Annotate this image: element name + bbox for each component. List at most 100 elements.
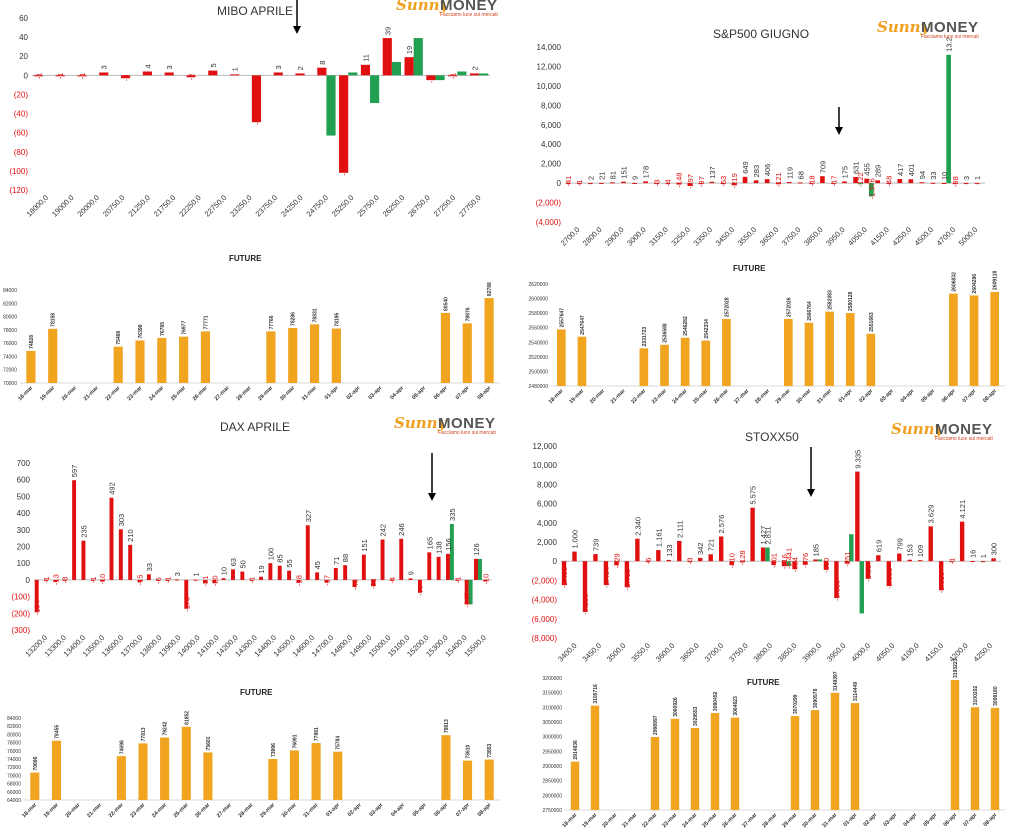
data-label: 21: [597, 172, 606, 180]
future-bar: [701, 340, 711, 386]
bar: [361, 554, 366, 580]
data-label: -128: [738, 550, 747, 565]
bar: [295, 73, 305, 76]
future-data-label: 2580128: [848, 291, 854, 311]
data-label: -3: [122, 75, 131, 82]
y-tick-label: 2,000: [541, 160, 562, 169]
data-label: -2.583: [885, 568, 894, 589]
y-tick-label: 80000: [7, 732, 21, 738]
data-label: -251: [843, 552, 852, 567]
bar: [208, 70, 218, 76]
logo-sunny-text: Sunny: [394, 414, 447, 432]
data-label: -3.838: [832, 580, 841, 601]
logo-money-text: MONEY: [438, 415, 496, 432]
data-label: -1: [42, 576, 51, 583]
data-label: 649: [741, 161, 750, 174]
date-tick-label: 30-mar: [801, 812, 819, 830]
date-tick-label: 24-mar: [672, 388, 690, 406]
data-label: -20: [210, 575, 219, 586]
x-tick-label: 3650,0: [678, 641, 701, 664]
future-bar: [160, 737, 170, 800]
future-bar: [660, 344, 669, 386]
date-tick-label: 26-mar: [721, 812, 739, 830]
data-label: 88: [341, 554, 350, 562]
bar: [193, 579, 198, 581]
date-tick-label: 23-mar: [651, 388, 669, 406]
future-data-label: 78455: [54, 725, 60, 739]
bar: [918, 560, 923, 562]
bar: [677, 540, 682, 562]
date-tick-label: 27-mar: [214, 385, 232, 403]
bar: [750, 507, 755, 562]
x-tick-label: 27750,0: [457, 193, 483, 219]
bar: [687, 561, 692, 563]
data-label: 619: [874, 540, 883, 553]
bar: [959, 521, 965, 562]
future-bar: [804, 322, 814, 386]
data-label: -6: [644, 558, 653, 565]
date-tick-label: 07-apr: [455, 385, 472, 402]
future-data-label: 78195: [334, 312, 340, 326]
date-tick-label: 04-apr: [902, 812, 919, 829]
future-data-label: 76785: [160, 322, 166, 336]
bar: [970, 561, 975, 563]
date-tick-label: 25-mar: [701, 812, 719, 830]
logo-sunny-text: Sunny: [877, 18, 930, 36]
y-tick-label: 70000: [7, 773, 21, 779]
y-tick-label: 2750000: [543, 808, 563, 814]
future-data-label: 3114449: [853, 682, 859, 701]
x-tick-label: 19000,0: [50, 193, 76, 219]
bar: [919, 182, 925, 184]
future-bar: [825, 311, 834, 386]
arrow-down-icon: [835, 107, 843, 135]
y-tick-label: 2800000: [543, 793, 563, 799]
bar: [317, 67, 327, 76]
x-tick-label: 3600,0: [654, 641, 677, 664]
future-data-label: 3149397: [833, 671, 839, 691]
data-label: 19: [257, 565, 266, 573]
bar: [326, 75, 336, 136]
data-label: -38: [369, 578, 378, 589]
bar: [55, 75, 65, 77]
data-label: -2.495: [560, 567, 569, 588]
future-bar: [570, 761, 580, 810]
logo-money-text: MONEY: [921, 19, 979, 36]
bar: [632, 183, 637, 185]
future-data-label: 3080452: [713, 691, 719, 711]
bar: [561, 561, 567, 586]
bar: [53, 579, 58, 583]
data-label: -49: [252, 114, 261, 125]
x-tick-label: 3850,0: [776, 641, 799, 664]
y-tick-label: 0: [26, 576, 31, 585]
future-bar: [203, 752, 213, 800]
future-data-label: 75468: [116, 331, 122, 345]
future-data-label: 2572028: [724, 297, 730, 317]
y-tick-label: 84000: [7, 716, 21, 722]
x-tick-label: 22250,0: [177, 193, 203, 219]
arrow-down-icon: [293, 0, 301, 34]
data-label: 342: [696, 542, 705, 555]
bar: [483, 579, 488, 582]
future-title: FUTURE: [240, 688, 273, 697]
x-tick-label: 4250,0: [890, 225, 913, 248]
x-tick-label: 25750,0: [355, 193, 381, 219]
y-tick-label: 70000: [3, 381, 17, 387]
date-tick-label: 31-mar: [816, 388, 834, 406]
future-data-label: 74698: [119, 740, 125, 754]
date-tick-label: 19-mar: [43, 802, 61, 820]
bar: [109, 497, 114, 580]
bar: [202, 579, 207, 584]
future-bar: [556, 329, 566, 386]
future-data-label: 3064823: [733, 696, 739, 716]
bar: [834, 561, 839, 599]
x-tick-label: 4700,0: [935, 225, 958, 248]
data-label: 2: [471, 66, 480, 70]
bar: [656, 550, 661, 562]
date-tick-label: 05-apr: [922, 812, 939, 829]
data-label: 9.335: [853, 450, 862, 469]
bar: [174, 579, 179, 581]
data-label: 709: [818, 161, 827, 174]
data-label: 3.629: [927, 505, 936, 524]
date-tick-label: 03-apr: [882, 812, 899, 829]
future-data-label: 3105716: [593, 684, 599, 704]
